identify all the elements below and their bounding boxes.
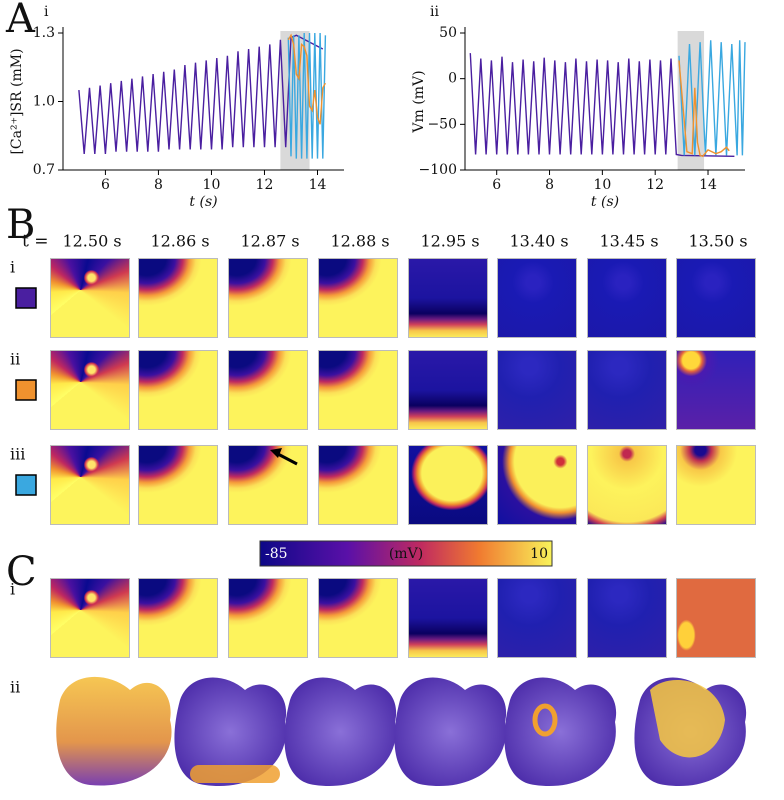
simulation-tile (50, 258, 130, 338)
series-line (287, 33, 327, 125)
y-axis-label: [Ca²⁺]SR (mM) (9, 48, 25, 154)
time-label: 12.87 s (240, 232, 299, 251)
x-tick-label: 14 (309, 177, 327, 193)
row-swatch (15, 379, 37, 401)
heart-highlight (532, 703, 558, 737)
series-line (469, 53, 735, 157)
line-chart: i 0.7 1.0 1.3 6 8 10 12 14 t (s) [Ca²⁺]SR (mM) (9, 4, 344, 210)
simulation-tile (318, 445, 398, 525)
simulation-tile (408, 350, 488, 430)
time-label: 13.50 s (688, 232, 747, 251)
series-line (287, 32, 327, 159)
x-tick-label: 6 (101, 177, 110, 193)
simulation-tile (676, 350, 756, 430)
panel-label: A (5, 0, 36, 42)
row-swatch (15, 474, 37, 496)
simulation-tile (138, 445, 218, 525)
time-label: 12.95 s (420, 232, 479, 251)
simulation-tile (228, 350, 308, 430)
simulation-tile (587, 578, 667, 658)
simulation-tile (587, 445, 667, 525)
heart (504, 677, 617, 787)
series-line (78, 34, 324, 155)
simulation-tile (497, 258, 577, 338)
row-label: iii (10, 445, 25, 464)
colorbar-max: 10 (530, 546, 548, 562)
y-tick-label: −100 (419, 162, 457, 178)
chart-sublabel: ii (430, 4, 439, 20)
simulation-tile (228, 445, 308, 525)
heart (174, 677, 287, 787)
simulation-tile (138, 258, 218, 338)
x-tick-label: 6 (492, 177, 501, 193)
simulation-tile (50, 578, 130, 658)
y-tick-label: 50 (439, 25, 457, 41)
heart-highlight (650, 680, 725, 758)
colorbar-min: -85 (265, 546, 288, 562)
y-tick-label: 0 (448, 71, 457, 87)
heart (284, 677, 397, 787)
line-chart: ii −100 −50 0 50 6 8 10 12 14 t (s) Vm (mV) (411, 4, 746, 210)
row-label: ii (10, 678, 20, 697)
simulation-tile (676, 445, 756, 525)
simulation-tile (318, 578, 398, 658)
x-tick-label: 12 (646, 177, 664, 193)
row-label: i (10, 258, 15, 277)
simulation-tile (50, 350, 130, 430)
time-label: 12.86 s (150, 232, 209, 251)
row-swatch (15, 287, 37, 309)
x-axis-label: t (s) (189, 194, 217, 210)
y-tick-label: 1.0 (33, 94, 55, 110)
time-label: 13.40 s (509, 232, 568, 251)
simulation-tile (676, 578, 756, 658)
colorbar-label: (mV) (389, 546, 423, 562)
series-line (678, 40, 746, 156)
x-tick-label: 8 (545, 177, 554, 193)
simulation-tile (138, 578, 218, 658)
x-tick-label: 10 (593, 177, 611, 193)
heart-highlight (190, 765, 280, 783)
series-line (678, 60, 730, 158)
x-axis-label: t (s) (591, 194, 619, 210)
row-label: ii (10, 350, 20, 369)
x-tick-label: 12 (256, 177, 274, 193)
chart-sublabel: i (44, 4, 49, 20)
panel-label: C (6, 549, 37, 595)
y-tick-label: 1.3 (33, 25, 55, 41)
x-tick-label: 8 (154, 177, 163, 193)
simulation-tile (676, 258, 756, 338)
simulation-tile (318, 350, 398, 430)
simulation-tile (587, 350, 667, 430)
simulation-tile (408, 258, 488, 338)
simulation-tile (138, 350, 218, 430)
time-label: 12.88 s (330, 232, 389, 251)
simulation-tile (587, 258, 667, 338)
simulation-tile (497, 578, 577, 658)
simulation-tile (408, 445, 488, 525)
simulation-tile (228, 258, 308, 338)
heart (394, 677, 507, 787)
heart (56, 676, 172, 786)
simulation-tile (228, 578, 308, 658)
simulation-tile (318, 258, 398, 338)
time-prefix: t = (22, 232, 48, 252)
x-tick-label: 14 (699, 177, 717, 193)
simulation-tile (497, 350, 577, 430)
panel-label: B (6, 202, 35, 248)
y-tick-label: 0.7 (33, 162, 55, 178)
y-tick-label: −50 (427, 116, 457, 132)
row-label: i (10, 580, 15, 599)
hearts (56, 676, 747, 787)
x-tick-label: 10 (203, 177, 221, 193)
time-label: 13.45 s (599, 232, 658, 251)
simulation-tile (497, 445, 577, 525)
colorbar (259, 540, 553, 567)
simulation-tile (408, 578, 488, 658)
time-label: 12.50 s (62, 232, 121, 251)
simulation-tile (50, 445, 130, 525)
y-axis-label: Vm (mV) (411, 70, 427, 133)
